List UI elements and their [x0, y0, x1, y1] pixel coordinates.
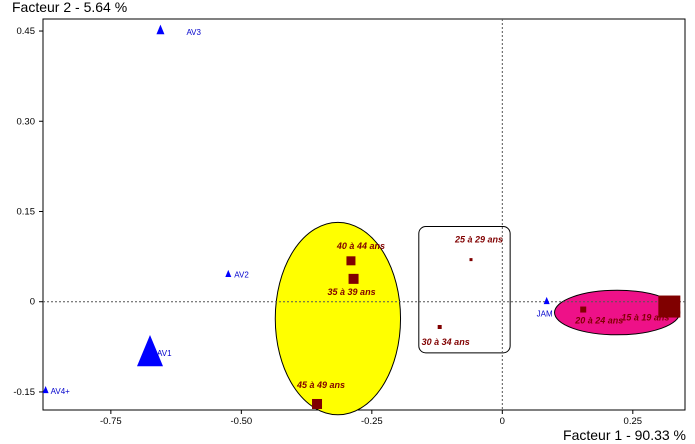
marker-av1 — [137, 335, 163, 367]
point-label: 40 à 44 ans — [336, 241, 385, 251]
marker-av3 — [156, 24, 165, 35]
point-label: 20 à 24 ans — [574, 316, 623, 326]
marker-15-19-ans — [658, 295, 681, 318]
marker-av2 — [225, 269, 232, 278]
point-label: AV1 — [157, 349, 172, 358]
y-tick-label: 0.30 — [17, 116, 36, 127]
x-tick-label: -0.75 — [100, 416, 122, 427]
reference-lines — [43, 19, 685, 410]
y-tick-label: -0.15 — [13, 387, 35, 398]
marker-20-24-ans — [580, 306, 587, 313]
y-tick-label: 0.45 — [17, 26, 36, 37]
point-label: 25 à 29 ans — [454, 235, 503, 245]
point-label: AV3 — [186, 28, 201, 37]
x-tick-label: -0.50 — [231, 416, 253, 427]
marker-30-34-ans — [437, 324, 442, 329]
marker-40-44-ans — [346, 256, 356, 266]
data-points: AV3 AV2 AV1 AV4+ JAM 40 à 44 ans 35 à 39 ans 25… — [42, 24, 681, 409]
group-shapes — [274, 221, 681, 416]
y-axis-title: Facteur 2 - 5.64 % — [12, 0, 127, 15]
marker-45-49-ans — [312, 398, 323, 409]
y-axis-ticks: 0.45 0.30 0.15 0 -0.15 — [13, 26, 43, 398]
marker-av4- — [42, 385, 49, 394]
x-tick-label: 0 — [500, 416, 505, 427]
point-label: JAM — [537, 310, 553, 319]
x-axis-ticks: -0.75 -0.50 -0.25 0 0.25 — [100, 410, 642, 427]
y-tick-label: 0.15 — [17, 206, 36, 217]
x-axis-title: Facteur 1 - 90.33 % — [563, 427, 686, 443]
point-label: 45 à 49 ans — [296, 380, 345, 390]
point-label: AV4+ — [51, 387, 71, 396]
marker-25-29-ans — [469, 258, 473, 262]
x-tick-label: 0.25 — [624, 416, 643, 427]
x-tick-label: -0.25 — [361, 416, 383, 427]
group-box-1 — [418, 226, 511, 354]
y-tick-label: 0 — [30, 297, 35, 308]
group-ellipse-0 — [274, 221, 402, 416]
point-label: 15 à 19 ans — [621, 313, 669, 323]
marker-35-39-ans — [348, 273, 359, 284]
marker-jam — [543, 296, 550, 305]
point-label: AV2 — [234, 271, 249, 280]
point-label: 35 à 39 ans — [328, 287, 376, 297]
point-label: 30 à 34 ans — [422, 337, 470, 347]
